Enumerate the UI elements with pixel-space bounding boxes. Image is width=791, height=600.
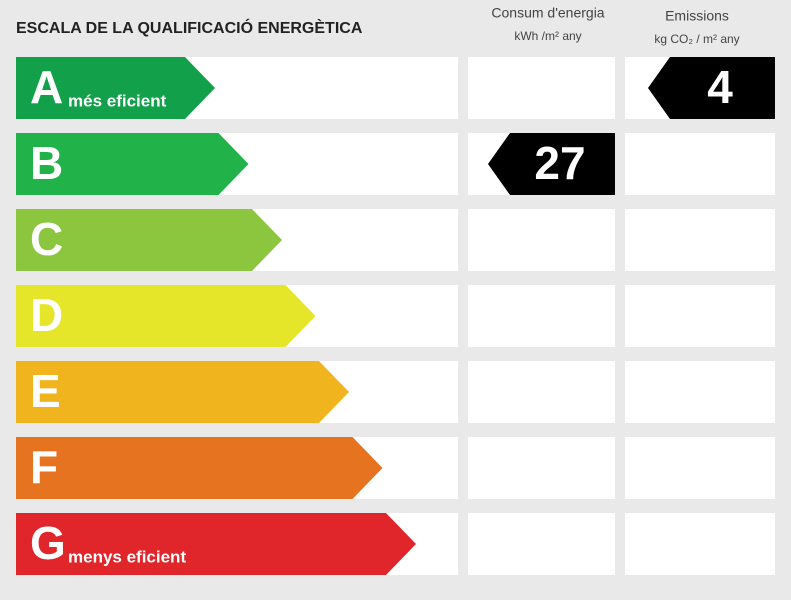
indicator-value: 27: [534, 137, 585, 189]
rating-letter: F: [30, 441, 58, 493]
column-unit: kWh /m² any: [514, 29, 581, 43]
rating-bar: [16, 513, 416, 575]
cell: [468, 57, 615, 119]
column-title: Consum d'energia: [491, 5, 604, 21]
rating-letter: D: [30, 289, 63, 341]
indicator-value: 4: [707, 61, 733, 113]
cell: [625, 285, 775, 347]
cell: [468, 209, 615, 271]
rating-bar: [16, 133, 249, 195]
rating-letter: G: [30, 517, 66, 569]
rating-label: menys eficient: [68, 547, 186, 566]
cell: [468, 361, 615, 423]
cell: [468, 285, 615, 347]
rating-bar: [16, 285, 316, 347]
cell: [468, 513, 615, 575]
rating-bar: [16, 437, 383, 499]
rating-bar: [16, 209, 282, 271]
rating-bar: [16, 57, 215, 119]
rating-label: més eficient: [68, 91, 167, 110]
rating-bar: [16, 361, 349, 423]
indicator-arrow: [488, 133, 615, 195]
rating-letter: C: [30, 213, 63, 265]
rating-letter: B: [30, 137, 63, 189]
cell: [625, 209, 775, 271]
cell: [625, 133, 775, 195]
column-unit: kg CO₂ / m² any: [654, 32, 739, 46]
cell: [625, 361, 775, 423]
rating-letter: A: [30, 61, 63, 113]
indicator-arrow: [648, 57, 775, 119]
title: ESCALA DE LA QUALIFICACIÓ ENERGÈTICA: [16, 18, 363, 37]
rating-letter: E: [30, 365, 61, 417]
cell: [468, 437, 615, 499]
column-title: Emissions: [665, 8, 729, 24]
cell: [625, 437, 775, 499]
cell: [625, 513, 775, 575]
